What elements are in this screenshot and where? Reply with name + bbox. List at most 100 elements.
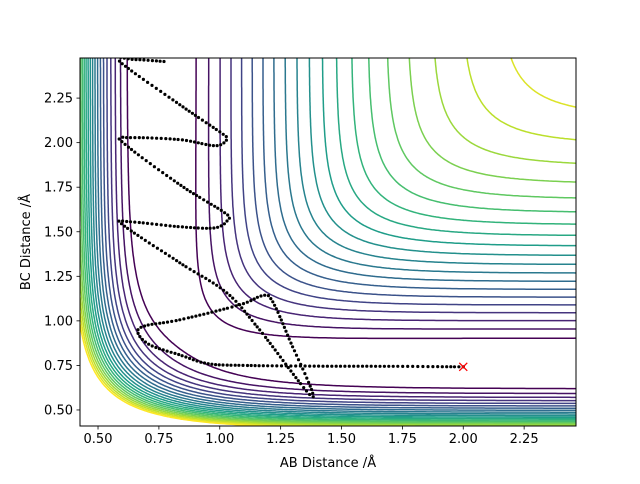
- trajectory-point: [165, 349, 169, 353]
- trajectory-point: [311, 395, 315, 399]
- trajectory-point: [263, 293, 267, 297]
- trajectory-point: [141, 221, 145, 225]
- trajectory-point: [347, 364, 351, 368]
- trajectory-point: [152, 165, 156, 169]
- trajectory-point: [209, 202, 213, 206]
- trajectory-point: [221, 132, 225, 136]
- trajectory-point: [305, 376, 309, 380]
- trajectory-point: [215, 144, 219, 148]
- trajectory-point: [184, 355, 188, 359]
- trajectory-point: [140, 337, 144, 342]
- contour-level-line: [85, 58, 576, 420]
- x-axis-label: AB Distance /Å: [280, 455, 376, 471]
- trajectory-point: [212, 226, 216, 230]
- trajectory-point: [292, 349, 297, 353]
- trajectory-point: [279, 364, 284, 368]
- trajectory-point: [164, 223, 168, 227]
- trajectory-point: [211, 144, 215, 148]
- trajectory-point: [130, 69, 134, 73]
- trajectory-point: [184, 225, 189, 229]
- trajectory-point: [253, 322, 257, 326]
- trajectory-point: [207, 279, 212, 283]
- trajectory-point: [200, 274, 204, 278]
- trajectory-point: [150, 136, 154, 140]
- contour-level-line: [80, 58, 576, 424]
- trajectory-point: [193, 113, 197, 117]
- trajectory-point: [291, 372, 295, 376]
- trajectory-point: [208, 226, 212, 230]
- trajectory-point: [330, 364, 334, 368]
- trajectory-point: [247, 315, 251, 319]
- trajectory-point: [352, 364, 356, 368]
- trajectory-point: [178, 261, 182, 265]
- trajectory-point: [173, 351, 177, 355]
- trajectory-point: [312, 364, 316, 368]
- trajectory-point: [182, 185, 186, 190]
- trajectory-point: [382, 364, 386, 368]
- trajectory-point: [219, 143, 223, 147]
- trajectory-point: [154, 322, 158, 326]
- trajectory-point: [161, 321, 166, 325]
- trajectory-point: [374, 364, 378, 368]
- trajectory-point: [184, 265, 188, 269]
- trajectory-point: [202, 312, 206, 316]
- trajectory-point: [158, 321, 162, 325]
- trajectory-point: [146, 323, 150, 327]
- trajectory-point: [120, 140, 124, 144]
- trajectory-point: [137, 136, 141, 140]
- trajectory-point: [133, 136, 137, 140]
- trajectory-point: [202, 198, 206, 202]
- trajectory-point: [132, 231, 136, 235]
- contour-level-line: [94, 58, 576, 413]
- trajectory-point: [249, 363, 253, 368]
- trajectory-point: [231, 296, 235, 300]
- trajectory-point: [245, 312, 249, 316]
- trajectory-point: [154, 59, 158, 63]
- trajectory-point: [264, 335, 268, 339]
- trajectory-point: [141, 136, 145, 140]
- contour-level-line: [80, 58, 576, 426]
- contour-level-line: [126, 58, 576, 390]
- trajectory-point: [307, 380, 311, 384]
- trajectory-point: [431, 365, 435, 369]
- trajectory-point: [204, 226, 209, 230]
- contour-level-line: [81, 58, 576, 423]
- trajectory-point: [125, 136, 129, 140]
- trajectory-point: [182, 317, 186, 321]
- y-tick-label: 0.50: [44, 403, 73, 418]
- trajectory-point: [279, 318, 283, 322]
- trajectory-point: [241, 363, 245, 367]
- trajectory-point: [224, 135, 228, 139]
- trajectory-point: [150, 222, 154, 226]
- trajectory-point: [228, 293, 232, 298]
- trajectory-point: [273, 348, 277, 352]
- trajectory-point: [192, 270, 196, 274]
- trajectory-point: [138, 58, 142, 62]
- trajectory-point: [215, 283, 219, 287]
- start-x-marker: [458, 362, 468, 372]
- trajectory-point: [206, 362, 210, 366]
- trajectory-point: [289, 369, 293, 373]
- trajectory-point: [360, 364, 365, 368]
- trajectory-point: [298, 382, 303, 386]
- trajectory-point: [219, 224, 223, 228]
- trajectory-point: [411, 364, 415, 368]
- trajectory-point: [185, 188, 189, 192]
- trajectory-point: [234, 304, 238, 308]
- contour-level-line: [96, 58, 576, 412]
- trajectory-point: [142, 58, 146, 62]
- trajectory-point: [162, 59, 166, 64]
- trajectory-point: [174, 319, 178, 323]
- trajectory-point: [206, 311, 210, 315]
- trajectory-point: [119, 222, 124, 226]
- trajectory-point: [278, 355, 282, 359]
- trajectory-point: [278, 315, 282, 319]
- trajectory-point: [214, 309, 218, 313]
- trajectory-point: [190, 315, 194, 319]
- trajectory-point: [273, 303, 277, 307]
- trajectory-point: [396, 364, 400, 368]
- trajectory-point: [308, 364, 312, 368]
- trajectory-point: [258, 328, 262, 332]
- trajectory-point: [196, 226, 200, 230]
